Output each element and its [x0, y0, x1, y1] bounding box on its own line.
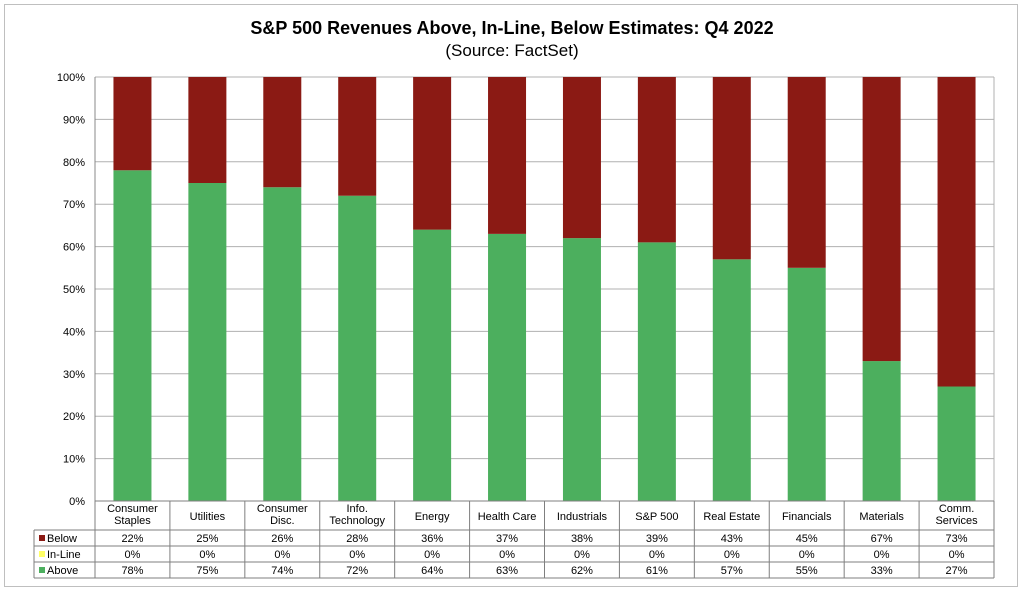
data-label: 74%	[271, 565, 293, 577]
data-label: 36%	[421, 533, 443, 545]
legend-label: Above	[47, 565, 78, 577]
x-category-label: Financials	[782, 511, 832, 523]
x-category-label: S&P 500	[635, 511, 678, 523]
bar-below	[413, 77, 452, 230]
data-label: 63%	[496, 565, 518, 577]
bar-below	[113, 77, 152, 171]
bar-below	[937, 77, 976, 387]
data-label: 27%	[946, 565, 968, 577]
y-tick-label: 10%	[63, 454, 85, 466]
data-label: 0%	[874, 549, 890, 561]
bar-above	[787, 267, 826, 501]
bar-above	[263, 187, 302, 502]
data-label: 43%	[721, 533, 743, 545]
data-label: 0%	[649, 549, 665, 561]
data-label: 64%	[421, 565, 443, 577]
bar-above	[937, 386, 976, 501]
data-label: 38%	[571, 533, 593, 545]
data-label: 0%	[424, 549, 440, 561]
data-label: 62%	[571, 565, 593, 577]
x-category-label: Comm. Services	[935, 503, 978, 527]
y-tick-label: 90%	[63, 114, 85, 126]
data-label: 0%	[499, 549, 515, 561]
bar-above	[712, 259, 751, 501]
data-label: 57%	[721, 565, 743, 577]
data-label: 0%	[574, 549, 590, 561]
data-label: 73%	[946, 533, 968, 545]
legend-label: Below	[47, 533, 77, 545]
y-tick-label: 40%	[63, 326, 85, 338]
bar-above	[488, 233, 527, 501]
x-category-label: Consumer Staples	[107, 503, 158, 527]
bar-above	[562, 238, 601, 501]
chart-subtitle: (Source: FactSet)	[445, 41, 579, 60]
x-category-label: Info. Technology	[329, 503, 385, 527]
data-label: 0%	[274, 549, 290, 561]
data-label: 75%	[196, 565, 218, 577]
bar-below	[712, 77, 751, 260]
data-label: 61%	[646, 565, 668, 577]
y-tick-label: 60%	[63, 242, 85, 254]
x-category-label: Health Care	[478, 511, 537, 523]
x-category-label: Industrials	[557, 511, 608, 523]
y-tick-label: 50%	[63, 284, 85, 296]
data-label: 22%	[121, 533, 143, 545]
data-label: 0%	[949, 549, 965, 561]
y-tick-label: 70%	[63, 199, 85, 211]
bar-above	[113, 170, 152, 501]
y-tick-label: 30%	[63, 369, 85, 381]
data-label: 78%	[121, 565, 143, 577]
data-label: 28%	[346, 533, 368, 545]
data-label: 55%	[796, 565, 818, 577]
bar-above	[188, 183, 227, 501]
data-label: 33%	[871, 565, 893, 577]
bar-above	[338, 195, 377, 501]
data-label: 39%	[646, 533, 668, 545]
legend-key-below	[39, 535, 45, 541]
y-tick-label: 0%	[69, 496, 85, 508]
data-label: 0%	[724, 549, 740, 561]
bar-below	[188, 77, 227, 183]
bar-below	[787, 77, 826, 268]
bar-below	[338, 77, 377, 196]
y-tick-label: 20%	[63, 411, 85, 423]
data-label: 45%	[796, 533, 818, 545]
y-tick-label: 100%	[57, 72, 85, 84]
data-label: 26%	[271, 533, 293, 545]
x-category-label: Real Estate	[703, 511, 760, 523]
data-label: 72%	[346, 565, 368, 577]
legend-key-in-line	[39, 551, 45, 557]
bar-above	[413, 229, 452, 501]
data-label: 0%	[125, 549, 141, 561]
x-category-label: Utilities	[190, 511, 226, 523]
legend-label: In-Line	[47, 549, 81, 561]
data-label: 37%	[496, 533, 518, 545]
legend-key-above	[39, 567, 45, 573]
bar-below	[862, 77, 901, 362]
data-label: 25%	[196, 533, 218, 545]
data-label: 0%	[199, 549, 215, 561]
bar-below	[488, 77, 527, 234]
x-category-label: Materials	[859, 511, 904, 523]
data-label: 0%	[349, 549, 365, 561]
x-category-label: Energy	[415, 511, 450, 523]
bar-above	[862, 361, 901, 501]
y-tick-label: 80%	[63, 157, 85, 169]
chart-title: S&P 500 Revenues Above, In-Line, Below E…	[250, 18, 774, 38]
bar-below	[263, 77, 302, 188]
bar-below	[562, 77, 601, 239]
data-label: 67%	[871, 533, 893, 545]
x-category-label: Consumer Disc.	[257, 503, 308, 527]
data-label: 0%	[799, 549, 815, 561]
bar-above	[637, 242, 676, 502]
bar-below	[637, 77, 676, 243]
